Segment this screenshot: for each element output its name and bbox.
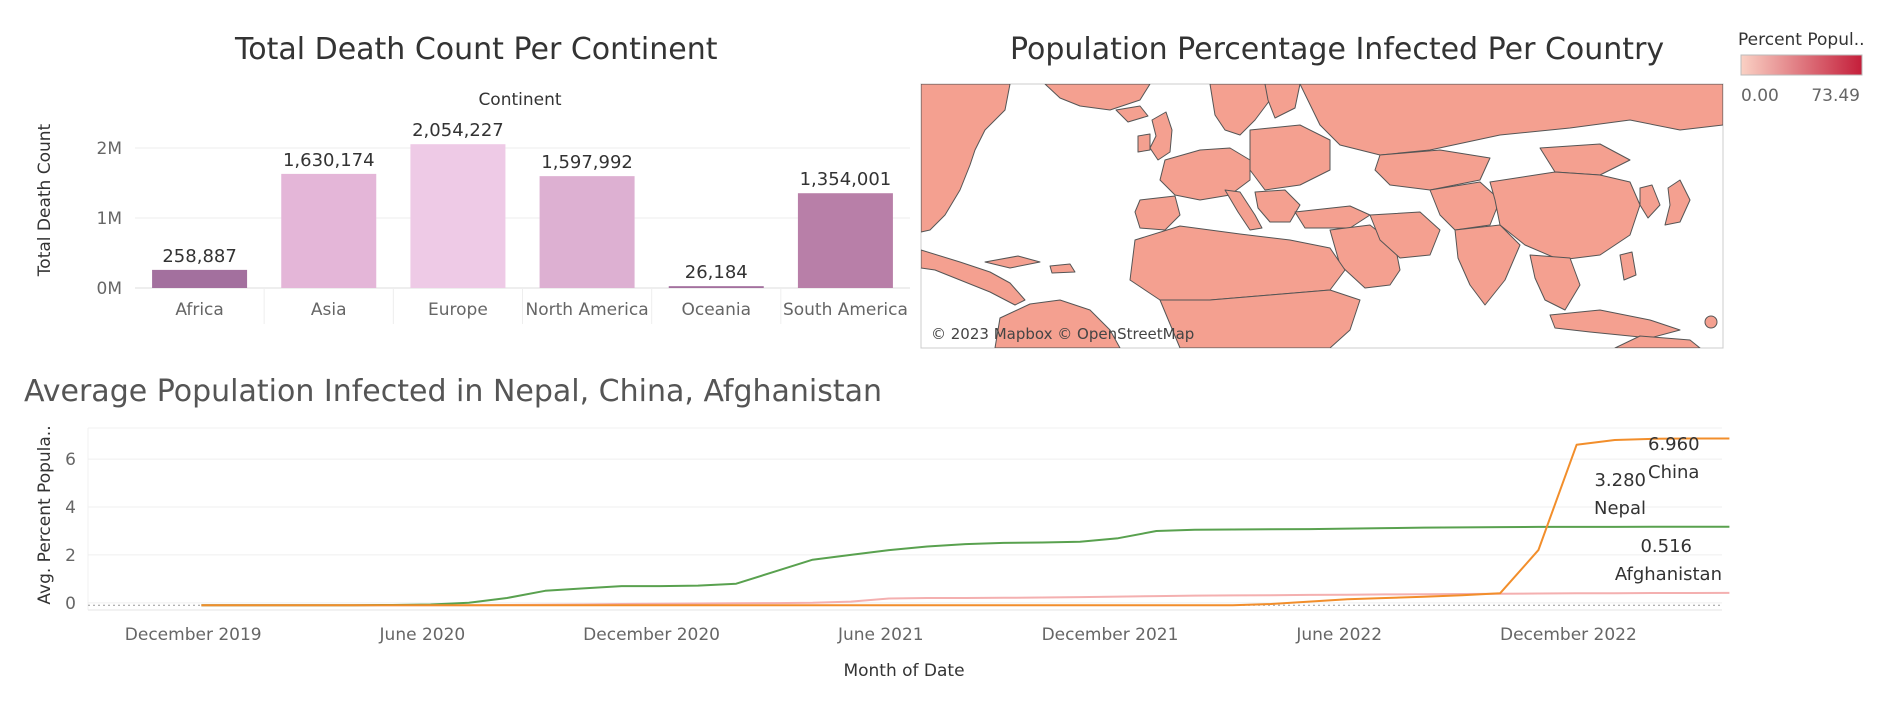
map-region-india[interactable] — [1454, 224, 1521, 306]
line-end-series-label: China — [1648, 462, 1699, 483]
map-region-north-africa[interactable] — [1129, 225, 1346, 301]
bar-y-ticks: 0M 1M 2M — [97, 139, 122, 299]
map-region-cuba[interactable] — [984, 255, 1041, 269]
map-region-indonesia[interactable] — [1549, 309, 1681, 339]
line-x-tick-label: December 2021 — [1042, 625, 1179, 645]
map-region-uk[interactable] — [1149, 111, 1173, 161]
bar-asia[interactable] — [281, 173, 377, 288]
map-region-western-europe[interactable] — [1159, 147, 1251, 201]
bar-marks — [152, 144, 893, 288]
map-region-ireland[interactable] — [1137, 133, 1151, 153]
map-region-south-america[interactable] — [994, 299, 1121, 348]
line-series-nepal[interactable] — [201, 525, 1730, 607]
map-region-central-south-asia[interactable] — [1429, 181, 1501, 231]
line-y-tick-label: 0 — [65, 594, 76, 614]
map-region-mongolia[interactable] — [1539, 143, 1631, 176]
map-region-korea[interactable] — [1639, 184, 1661, 219]
map-region-eastern-europe[interactable] — [1249, 124, 1331, 191]
map-region-central-america[interactable] — [921, 249, 1026, 306]
map-region-southeast-asia[interactable] — [1529, 254, 1581, 311]
bar-value-label: 258,887 — [162, 246, 236, 267]
bar-africa[interactable] — [152, 269, 248, 288]
map-region-pacific-island[interactable] — [1704, 315, 1718, 329]
bar-south-america[interactable] — [797, 193, 893, 288]
line-y-tick-label: 6 — [65, 450, 76, 470]
legend-title: Percent Popul.. — [1738, 30, 1865, 50]
map-region-china[interactable] — [1489, 171, 1641, 261]
bar-category-label: South America — [783, 300, 908, 320]
line-series-china[interactable] — [201, 437, 1730, 607]
line-gridlines — [87, 427, 1722, 611]
bar-value-label: 1,630,174 — [283, 150, 375, 171]
bar-chart-title: Total Death Count Per Continent — [235, 32, 718, 67]
map-region-balkans[interactable] — [1254, 189, 1301, 223]
map-region-italy[interactable] — [1224, 189, 1263, 231]
line-end-value-label: 3.280 — [1594, 470, 1646, 491]
bar-value-label: 1,354,001 — [800, 169, 892, 190]
bar-value-label: 2,054,227 — [412, 120, 504, 141]
legend-min-label: 0.00 — [1741, 86, 1779, 106]
legend-max-label: 73.49 — [1811, 86, 1860, 106]
line-chart-title: Average Population Infected in Nepal, Ch… — [24, 374, 883, 409]
bar-north-america[interactable] — [539, 176, 635, 288]
line-end-value-label: 0.516 — [1640, 536, 1692, 557]
line-x-tick-label: December 2020 — [583, 625, 720, 645]
line-x-tick-label: June 2020 — [379, 625, 466, 645]
line-x-tick-label: December 2019 — [125, 625, 262, 645]
line-y-tick-label: 2 — [65, 546, 76, 566]
map-region-iceland[interactable] — [1115, 105, 1149, 123]
bar-continent-header: Continent — [478, 90, 561, 110]
map-region-philippines[interactable] — [1619, 251, 1637, 281]
map-region-turkey[interactable] — [1294, 205, 1371, 229]
map-region-kazakhstan[interactable] — [1374, 149, 1491, 191]
bar-europe[interactable] — [410, 144, 506, 288]
line-y-axis-label: Avg. Percent Popula.. — [35, 425, 55, 604]
bar-y-tick-label: 2M — [97, 139, 122, 159]
bar-oceania[interactable] — [668, 286, 764, 288]
map-region-hispaniola[interactable] — [1049, 263, 1076, 274]
line-x-ticks: December 2019 June 2020 December 2020 June … — [125, 625, 1637, 645]
map-attribution: © 2023 Mapbox © OpenStreetMap — [931, 325, 1194, 343]
map-region-north-america[interactable] — [921, 84, 1011, 233]
line-x-tick-label: December 2022 — [1500, 625, 1637, 645]
bar-y-tick-label: 1M — [97, 209, 122, 229]
map-region-russia[interactable] — [1299, 84, 1723, 156]
line-x-axis-label: Month of Date — [843, 661, 964, 681]
bar-value-label: 26,184 — [685, 262, 748, 283]
legend-color-ramp — [1740, 54, 1863, 76]
map-region-sub-saharan-africa[interactable] — [1159, 289, 1361, 348]
line-end-series-label: Afghanistan — [1615, 564, 1722, 585]
line-y-ticks: 0 2 4 6 — [65, 450, 76, 614]
map-region-australia[interactable] — [1614, 335, 1701, 348]
line-x-tick-label: June 2022 — [1295, 625, 1382, 645]
line-series-afghanistan[interactable] — [201, 591, 1730, 607]
map-region-greenland[interactable] — [1044, 84, 1151, 111]
line-series — [201, 437, 1730, 607]
bar-y-tick-label: 0M — [97, 279, 122, 299]
bar-category-label: Oceania — [681, 300, 751, 320]
map-region-iberia[interactable] — [1134, 195, 1181, 231]
line-y-tick-label: 4 — [65, 498, 76, 518]
line-end-value-label: 6.960 — [1648, 434, 1700, 455]
bar-category-labels: Africa Asia Europe North America Oceania Sout… — [175, 300, 908, 320]
bar-value-label: 1,597,992 — [541, 152, 633, 173]
bar-chart: Continent Total Death Count 0M 1M 2M 258,8… — [35, 90, 910, 324]
map-region-iran[interactable] — [1369, 211, 1441, 259]
map-region-finland[interactable] — [1264, 84, 1301, 119]
bar-category-label: Asia — [311, 300, 347, 320]
bar-category-label: Europe — [428, 300, 488, 320]
choropleth-map[interactable]: © 2023 Mapbox © OpenStreetMap Percent Po… — [0, 0, 1880, 360]
bar-gridlines — [135, 147, 910, 324]
line-end-series-label: Nepal — [1594, 498, 1646, 519]
map-region-japan[interactable] — [1664, 179, 1691, 226]
line-x-tick-label: June 2021 — [837, 625, 924, 645]
map-title: Population Percentage Infected Per Count… — [1010, 32, 1665, 67]
bar-y-axis-label: Total Death Count — [35, 123, 55, 277]
bar-value-labels: 258,887 1,630,174 2,054,227 1,597,992 26,184… — [162, 120, 891, 283]
bar-category-label: North America — [526, 300, 649, 320]
bar-category-label: Africa — [175, 300, 224, 320]
